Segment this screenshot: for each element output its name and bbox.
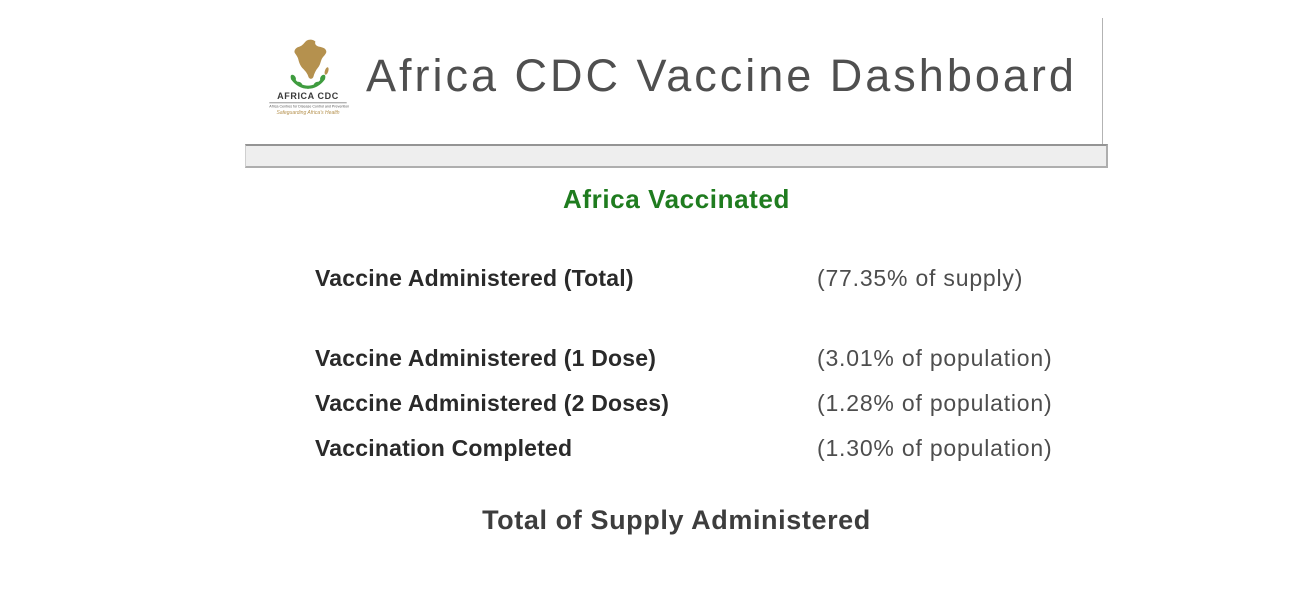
stat-value: (1.28% of population) [817, 390, 1053, 416]
header-panel: AFRICA CDC Africa Centres for Disease Co… [245, 18, 1103, 144]
page-title: Africa CDC Vaccine Dashboard [366, 50, 1077, 101]
stat-value: (77.35% of supply) [817, 265, 1024, 291]
stat-label: Vaccine Administered (Total) [315, 265, 634, 291]
footer-section-title: Total of Supply Administered [482, 505, 871, 535]
section-title: Africa Vaccinated [563, 184, 790, 214]
stat-row-vaccine-administered-1-dose: Vaccine Administered (1 Dose) (3.01% of … [0, 345, 1310, 375]
logo-tagline: Safeguarding Africa's Health [276, 110, 340, 116]
stat-label: Vaccination Completed [315, 435, 573, 461]
stat-row-vaccine-administered-total: Vaccine Administered (Total) (77.35% of … [0, 265, 1310, 295]
stat-label: Vaccine Administered (2 Doses) [315, 390, 670, 416]
africa-continent-icon [290, 39, 329, 89]
stat-value: (1.30% of population) [817, 435, 1053, 461]
stat-row-vaccine-administered-2-doses: Vaccine Administered (2 Doses) (1.28% of… [0, 390, 1310, 420]
africa-cdc-logo: AFRICA CDC Africa Centres for Disease Co… [265, 38, 351, 116]
stat-row-vaccination-completed: Vaccination Completed (1.30% of populati… [0, 435, 1310, 465]
logo-org-name: AFRICA CDC [277, 91, 339, 101]
horizontal-scrollbar-track[interactable] [245, 144, 1108, 168]
logo-org-subtitle: Africa Centres for Disease Control and P… [269, 102, 350, 109]
stat-value: (3.01% of population) [817, 345, 1053, 371]
stat-label: Vaccine Administered (1 Dose) [315, 345, 657, 371]
